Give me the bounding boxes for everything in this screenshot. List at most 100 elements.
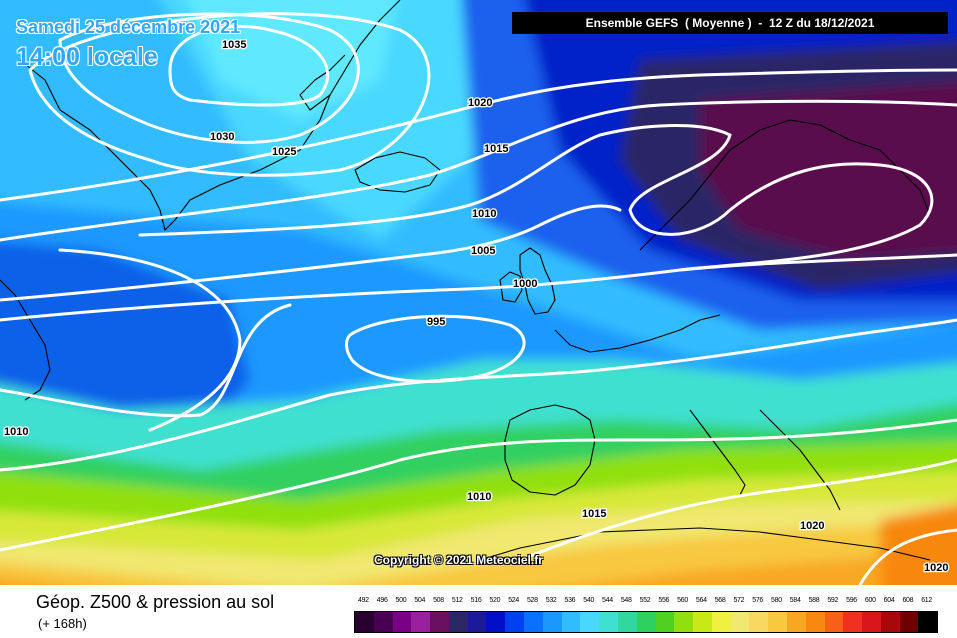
isobar-1020-east: [518, 458, 957, 562]
isobar-label: 1010: [4, 426, 28, 438]
forecast-lead-time: (+ 168h): [38, 616, 87, 631]
isobar-1020-north: [0, 68, 957, 202]
color-scale-value: 608: [902, 597, 914, 604]
color-scale-cell: [843, 612, 863, 632]
isobar-1010-mid: [58, 248, 242, 432]
color-scale-cell: [505, 612, 525, 632]
color-scale-cell: [411, 612, 431, 632]
color-scale-value: 576: [752, 597, 764, 604]
isobar-1035: [168, 24, 330, 107]
isobar-1010-south: [0, 318, 957, 472]
color-scale-value: 604: [883, 597, 895, 604]
isobar-1025: [28, 12, 431, 177]
isobar-1000: [0, 253, 957, 322]
color-scale-value: 548: [620, 597, 632, 604]
isobar-1030: [58, 12, 360, 144]
color-scale-value: 504: [414, 597, 426, 604]
color-scale-cell: [430, 612, 449, 632]
isobar-label: 1035: [222, 39, 246, 51]
greenland-coast-east: [299, 54, 346, 111]
color-scale-value: 524: [508, 597, 519, 604]
color-scale-bar: [354, 611, 938, 633]
color-scale-cell: [580, 612, 600, 632]
color-scale-value: 588: [808, 597, 820, 604]
color-scale-cell: [805, 612, 825, 632]
color-scale-cell: [467, 612, 487, 632]
color-scale-cell: [899, 612, 919, 632]
color-scale-value: 508: [433, 597, 444, 604]
forecast-map: 1035 1030 1025 1020 1015 1010 1005 1000 …: [0, 0, 957, 585]
isobars: [0, 12, 957, 585]
isobar-1015-south: [0, 418, 957, 552]
isobar-label: 1030: [210, 131, 234, 143]
britain-coast: [519, 247, 556, 315]
color-scale-value: 532: [545, 597, 557, 604]
chart-title: Géop. Z500 & pression au sol: [36, 592, 275, 612]
color-scale-cell: [862, 612, 881, 632]
color-scale-value: 512: [451, 597, 463, 604]
color-scale-cell: [355, 612, 374, 632]
europe-coast: [554, 314, 721, 353]
color-scale-value: 560: [677, 597, 688, 604]
color-scale-cell: [486, 612, 506, 632]
color-scale-cell: [524, 612, 543, 632]
color-scale-value: 516: [470, 597, 482, 604]
color-scale-cell: [392, 612, 412, 632]
isobar-label: 995: [427, 316, 445, 328]
africa-coast: [479, 527, 931, 561]
color-scale-value: 584: [789, 597, 801, 604]
color-scale-cell: [448, 612, 468, 632]
color-scale-value: 520: [489, 597, 501, 604]
isobar-label: 1015: [484, 143, 508, 155]
color-scale-cell: [693, 612, 712, 632]
color-scale-value: 596: [846, 597, 857, 604]
color-scale-value: 600: [864, 597, 876, 604]
isobar-label: 1020: [924, 562, 948, 574]
color-scale-value: 496: [376, 597, 388, 604]
color-scale-value: 528: [526, 597, 538, 604]
copyright-notice: Copyright © 2021 Meteociel.fr: [374, 553, 543, 567]
color-scale-value: 568: [714, 597, 726, 604]
color-scale-cell: [711, 612, 731, 632]
color-scale-cell: [599, 612, 618, 632]
isobar-label: 1000: [513, 278, 537, 290]
color-scale-cell: [749, 612, 769, 632]
isobar-1010-west: [0, 303, 292, 418]
color-scale-cell: [786, 612, 806, 632]
color-scale-labels: 492 496 500 504 508 512 516 520 524 528 532 536 540 5…: [354, 597, 936, 609]
color-scale-cell: [636, 612, 656, 632]
isobar-label: 1015: [582, 508, 606, 520]
balkans-coast: [759, 409, 841, 511]
labrador-coast: [0, 279, 51, 401]
isobar-label: 1020: [468, 97, 492, 109]
color-scale-cell: [373, 612, 393, 632]
color-scale-cell: [824, 612, 844, 632]
color-scale-cell: [674, 612, 694, 632]
color-scale-value: 580: [771, 597, 782, 604]
color-scale-value: 572: [733, 597, 745, 604]
italy-coast: [689, 409, 746, 496]
color-scale-value: 592: [827, 597, 839, 604]
greenland-coast: [19, 0, 401, 231]
color-scale-cell: [918, 612, 938, 632]
color-scale-value: 536: [564, 597, 576, 604]
color-scale-value: 500: [395, 597, 407, 604]
model-run-header: Ensemble GEFS ( Moyenne ) - 12 Z du 18/1…: [512, 12, 948, 34]
color-scale-cell: [768, 612, 787, 632]
iberia-coast: [504, 404, 596, 496]
color-scale-value: 564: [695, 597, 707, 604]
ireland-coast: [499, 271, 523, 303]
color-scale-cell: [542, 612, 562, 632]
isobar-1010-north: [138, 124, 934, 272]
color-scale-cell: [655, 612, 675, 632]
color-scale-cell: [617, 612, 637, 632]
color-scale-cell: [730, 612, 750, 632]
color-scale-value: 552: [639, 597, 651, 604]
color-scale-value: 556: [658, 597, 670, 604]
isobar-label: 1005: [471, 245, 495, 257]
color-scale-cell: [561, 612, 581, 632]
isobar-1005: [0, 204, 622, 302]
color-scale-value: 492: [357, 597, 369, 604]
color-scale-value: 540: [583, 597, 595, 604]
forecast-time: 14:00 locale: [16, 43, 158, 71]
